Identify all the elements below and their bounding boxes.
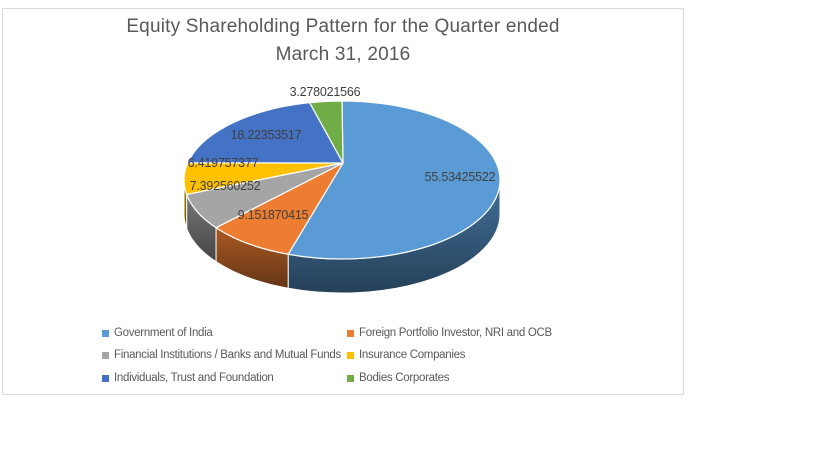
chart-title: Equity Shareholding Pattern for the Quar…: [2, 13, 684, 69]
pie-slice-individuals-trust-and-foundation: [187, 102, 344, 164]
legend-label-bodies-corporates: Bodies Corporates: [359, 372, 450, 384]
data-label-insurance-companies: 6.419757377: [187, 156, 259, 170]
legend-item-insurance-companies: Insurance Companies: [347, 348, 465, 362]
legend-marker-insurance-companies: [347, 351, 354, 359]
legend-item-financial-institutions-banks-and-mutual-funds: Financial Institutions / Banks and Mutua…: [102, 348, 341, 362]
data-label-government-of-india: 55.53425522: [424, 170, 496, 184]
legend-label-government-of-india: Government of India: [114, 327, 213, 339]
chart-title-line2: March 31, 2016: [275, 44, 411, 65]
pie-slice-bodies-corporates: [309, 100, 344, 164]
legend-label-financial-institutions-banks-and-mutual-funds: Financial Institutions / Banks and Mutua…: [114, 349, 341, 361]
chart-title-line1: Equity Shareholding Pattern for the Quar…: [126, 16, 560, 37]
legend-item-individuals-trust-and-foundation: Individuals, Trust and Foundation: [102, 371, 274, 385]
legend-marker-financial-institutions-banks-and-mutual-funds: [102, 351, 109, 359]
legend-item-bodies-corporates: Bodies Corporates: [347, 371, 449, 385]
legend-label-insurance-companies: Insurance Companies: [359, 349, 466, 361]
data-label-individuals-trust-and-foundation: 18.22353517: [230, 128, 302, 142]
legend-item-government-of-india: Government of India: [102, 326, 213, 340]
legend-marker-bodies-corporates: [347, 374, 354, 382]
pie-slice-government-of-india: [287, 100, 501, 260]
legend-item-foreign-portfolio-investor-nri-and-ocb: Foreign Portfolio Investor, NRI and OCB: [347, 326, 552, 340]
legend-label-individuals-trust-and-foundation: Individuals, Trust and Foundation: [114, 372, 274, 384]
legend-marker-government-of-india: [102, 329, 109, 337]
legend-marker-foreign-portfolio-investor-nri-and-ocb: [347, 329, 354, 337]
data-label-bodies-corporates: 3.278021566: [289, 85, 361, 99]
data-label-foreign-portfolio-investor-nri-and-ocb: 9.151870415: [237, 208, 309, 222]
legend-label-foreign-portfolio-investor-nri-and-ocb: Foreign Portfolio Investor, NRI and OCB: [359, 327, 552, 339]
data-label-financial-institutions-banks-and-mutual-funds: 7.392560252: [189, 179, 261, 193]
legend-marker-individuals-trust-and-foundation: [102, 374, 109, 382]
pie-slice-foreign-portfolio-investor-nri-and-ocb: [215, 162, 344, 255]
